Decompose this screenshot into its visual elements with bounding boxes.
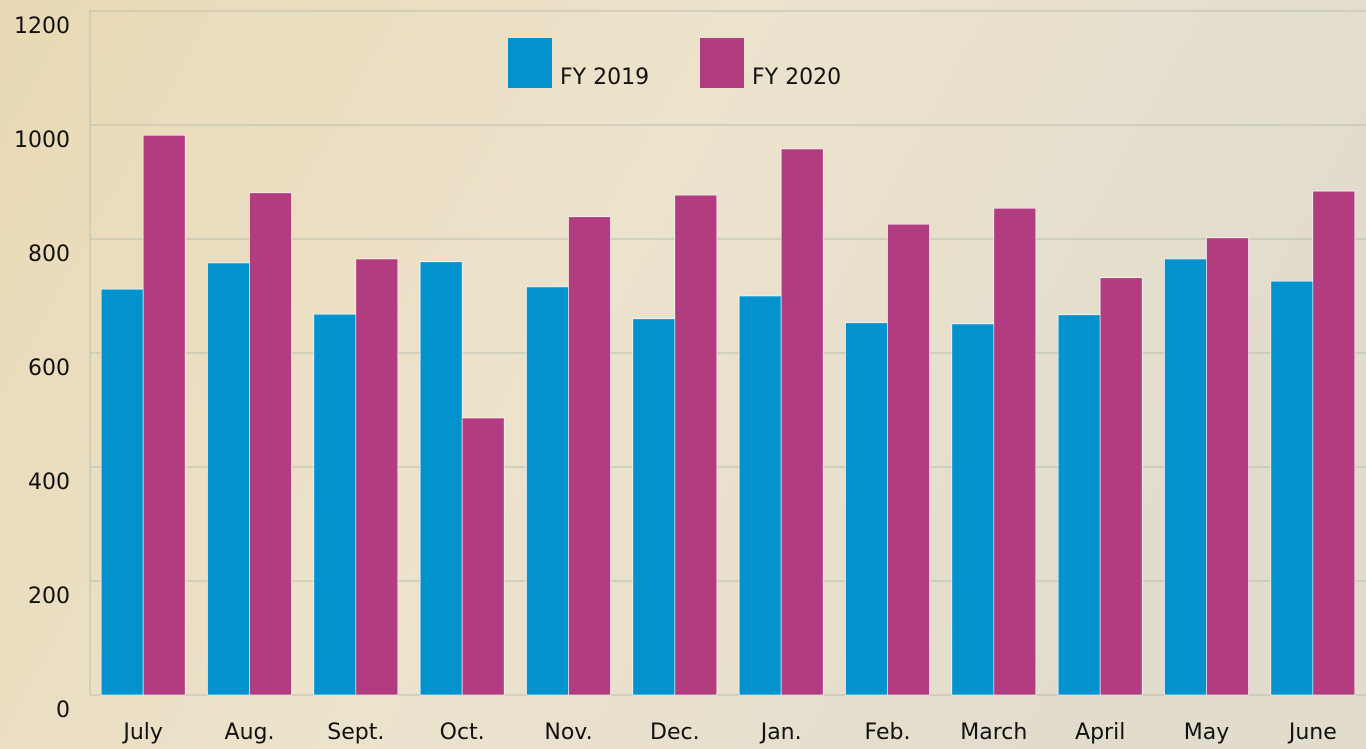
x-tick-label: July: [121, 720, 163, 745]
x-tick-label: Oct.: [440, 720, 485, 745]
bar: [313, 313, 357, 696]
legend-swatch: [700, 38, 744, 88]
x-tick-label: Nov.: [544, 720, 592, 745]
x-tick-label: Jan.: [759, 720, 802, 745]
bar: [845, 322, 888, 696]
y-tick-label: 200: [28, 584, 70, 609]
bar: [1099, 277, 1143, 696]
bar: [461, 417, 505, 696]
bar: [526, 286, 569, 696]
x-tick-label: April: [1075, 720, 1125, 745]
bar: [100, 288, 144, 696]
bar: [674, 194, 718, 696]
bar: [1206, 237, 1249, 696]
bar: [249, 192, 292, 696]
bar: [1164, 258, 1207, 696]
legend-swatch: [508, 38, 552, 88]
bar: [887, 223, 930, 696]
y-tick-label: 0: [56, 698, 70, 723]
bar: [207, 262, 250, 696]
bar: [951, 323, 995, 696]
x-tick-label: Sept.: [327, 720, 384, 745]
x-tick-label: March: [960, 720, 1027, 745]
x-tick-label: Dec.: [650, 720, 700, 745]
legend-label: FY 2020: [752, 65, 841, 90]
bar: [1057, 314, 1101, 696]
bar: [632, 318, 676, 696]
y-tick-label: 600: [28, 356, 70, 381]
bar: [1270, 280, 1314, 696]
bar: [738, 295, 782, 696]
y-tick-label: 800: [28, 242, 70, 267]
bar: [142, 134, 186, 696]
bar: [780, 148, 824, 696]
bar: [419, 261, 463, 696]
y-tick-label: 1000: [14, 128, 70, 153]
x-tick-label: May: [1184, 720, 1229, 745]
bar: [355, 258, 399, 696]
x-tick-label: Feb.: [865, 720, 911, 745]
bar: [568, 216, 611, 696]
bar: [993, 207, 1037, 696]
y-tick-label: 1200: [14, 14, 70, 39]
x-tick-label: June: [1287, 720, 1337, 745]
legend-label: FY 2019: [560, 65, 649, 90]
y-tick-label: 400: [28, 470, 70, 495]
x-tick-label: Aug.: [225, 720, 275, 745]
bar: [1312, 190, 1356, 696]
